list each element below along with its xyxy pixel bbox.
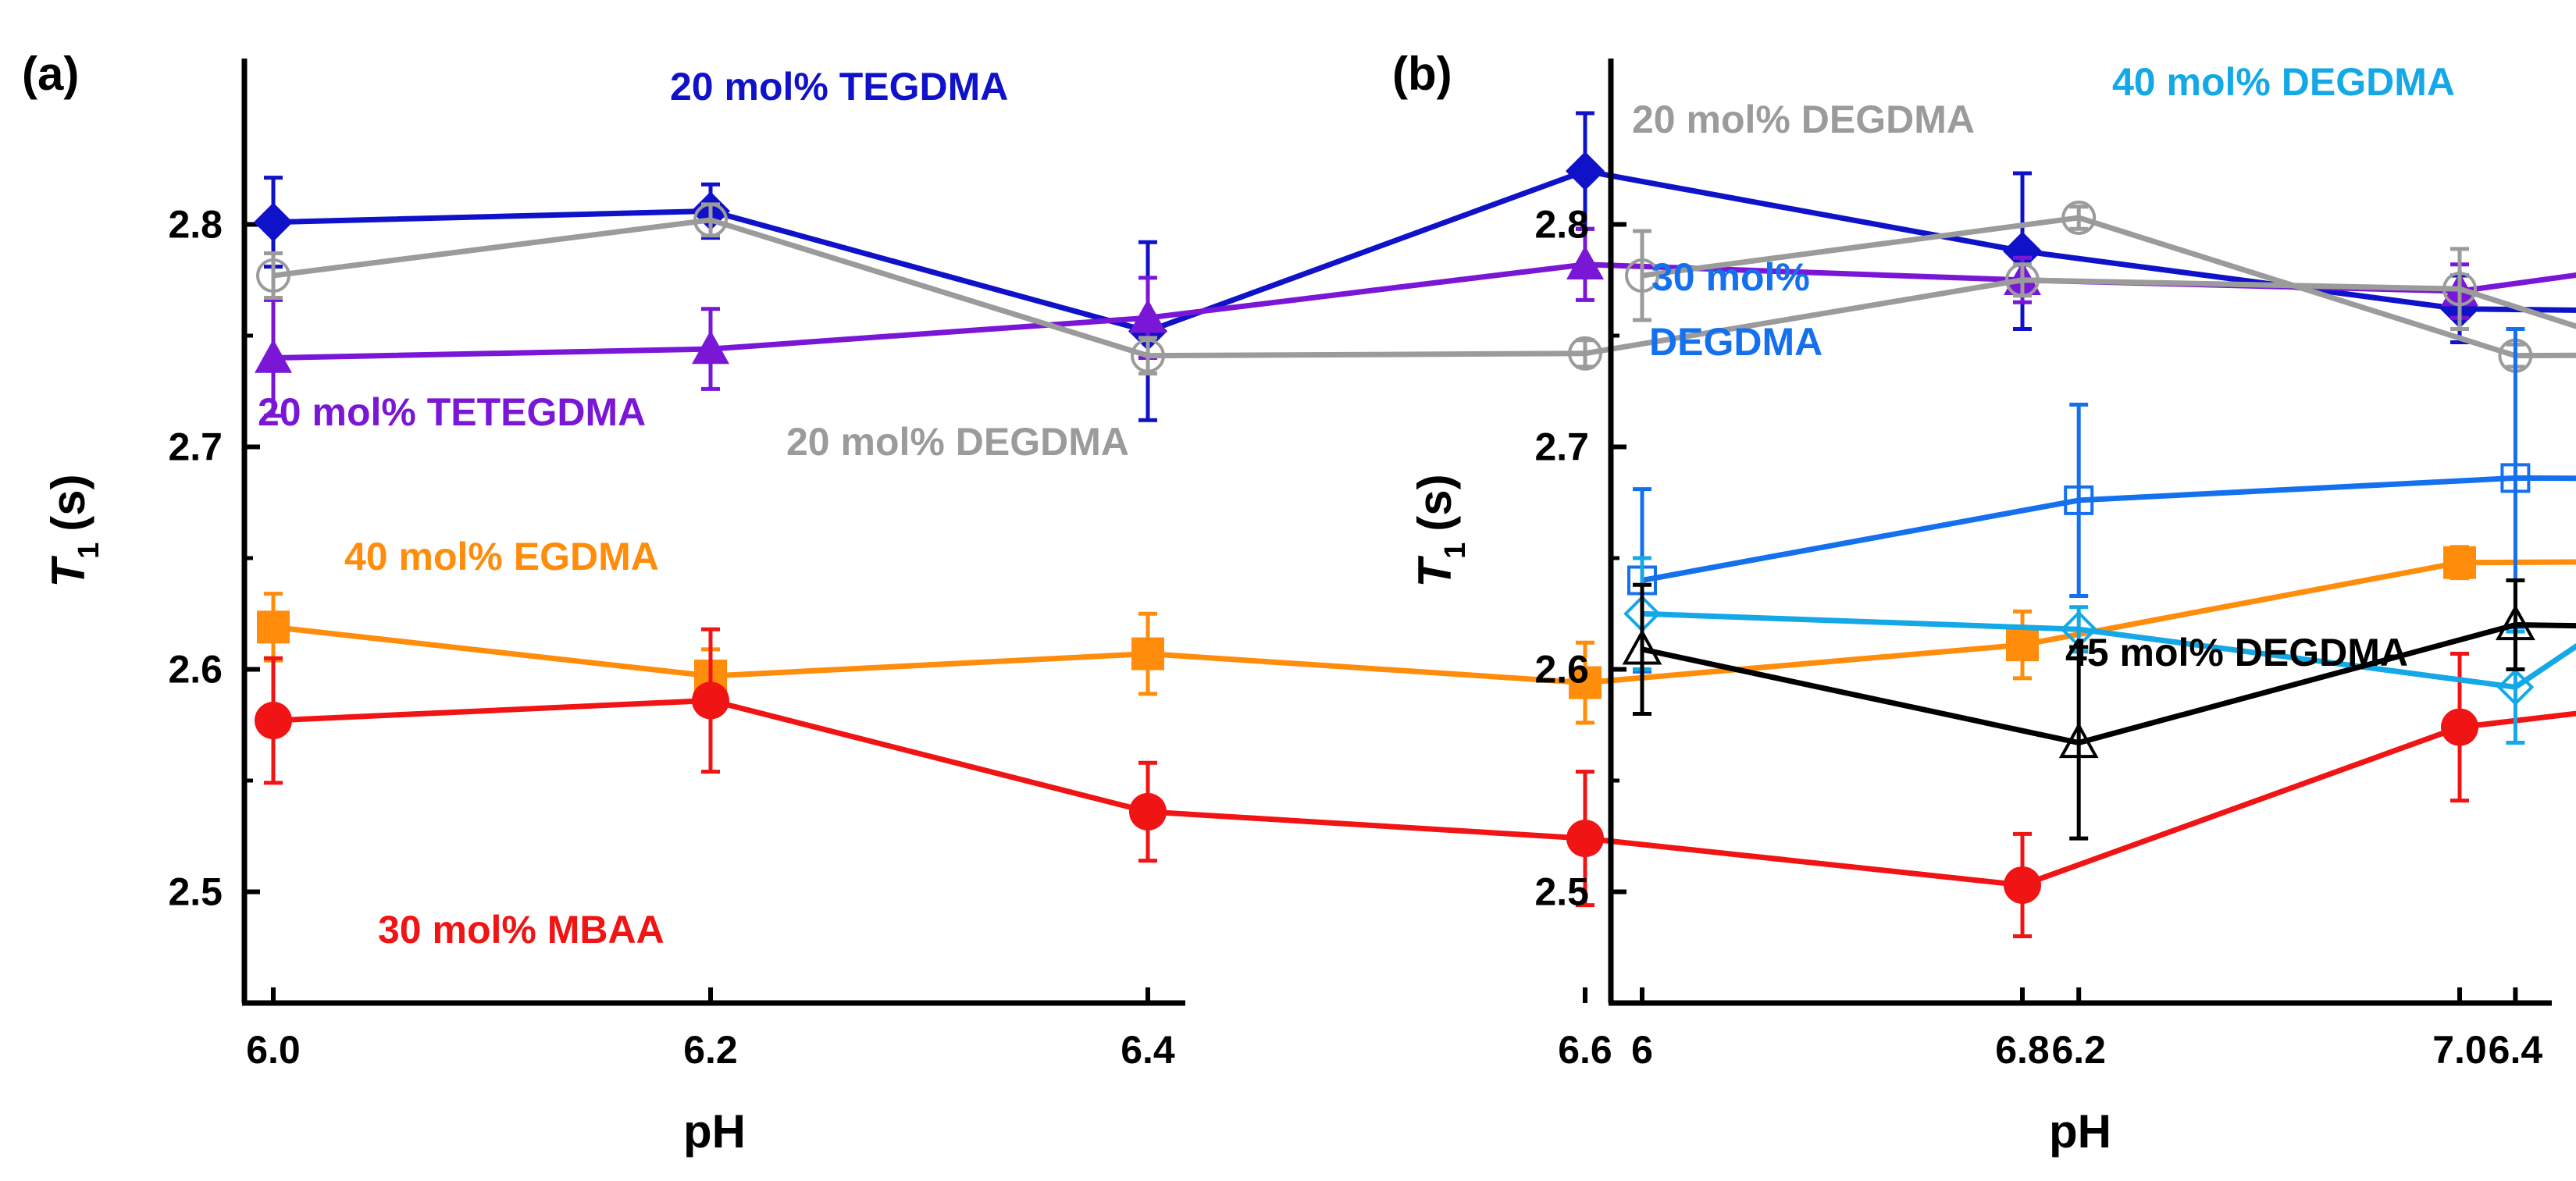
data-point [2442,272,2477,307]
label-a-egdma: 40 mol% EGDMA [344,535,659,578]
data-point [1625,258,1659,293]
label-a-degdma: 20 mol% DEGDMA [786,420,1129,464]
data-point [1131,637,1164,671]
panel-b-x-axis-title: pH [2049,1105,2111,1158]
data-point [1568,336,1602,371]
series-line [273,217,2576,359]
data-point [2058,722,2099,759]
panel-b: (b) 2.52.62.72.866.26.46.66.877.27.4 T1(… [1392,48,2576,1158]
x-tick-label: 7.0 [2432,1028,2487,1072]
x-tick-label: 6.2 [683,1028,738,1072]
data-point [692,681,729,720]
series-line [1641,622,2576,746]
series-30-mol-mbaa [255,627,2576,938]
series-line [273,261,2576,361]
y-tick-label: 2.8 [168,203,223,247]
panel-a-x-axis-title: pH [683,1105,746,1158]
panel-b-ylabel-unit: (s) [1409,474,1461,531]
panel-b-label: (b) [1392,48,1452,100]
data-point [255,339,292,373]
series-line [273,559,2576,686]
y-tick-label: 2.6 [168,648,223,692]
series-45-mol-degdma [1622,578,2576,841]
x-tick-label: 6.2 [2051,1028,2106,1072]
panel-b-ylabel-sub: 1 [1439,542,1472,559]
data-point [1566,245,1604,279]
y-tick-label: 2.7 [168,425,223,469]
data-point [2496,668,2535,706]
data-point [1129,792,1167,831]
data-point [2006,628,2039,662]
y-tick-label: 2.6 [1534,648,1589,692]
x-tick-label: 6.4 [1121,1028,1175,1072]
data-point [1566,151,1605,191]
data-point [2064,485,2094,515]
panel-b-y-axis-title: T1 (s) [1409,474,1472,587]
x-tick-label: 6.4 [2489,1028,2543,1072]
data-point [1131,338,1165,373]
series-20-mol-degdma [256,202,2576,375]
label-b-30-degdma-line1: 30 mol% [1651,255,1810,299]
x-tick-label: 6.6 [1558,1028,1612,1072]
series-30-mol-degdma [1627,326,2576,674]
panel-a-y-axis-title: T1 (s) [42,474,105,587]
data-point [254,202,293,242]
svg-text:T1(s): T1 (s) [42,474,105,587]
panel-a-ylabel-unit: (s) [42,474,94,531]
data-point [2500,463,2531,493]
data-point [2061,200,2097,235]
label-a-tegdma: 20 mol% TEGDMA [670,65,1008,108]
data-point [2443,546,2476,579]
series-line [1641,215,2576,359]
data-point [1129,299,1167,333]
svg-text:T1(s): T1 (s) [1409,474,1472,587]
x-tick-label: 6.0 [246,1028,301,1072]
series-line [1641,610,2576,690]
series-line [273,168,2576,334]
panel-a-ylabel-sub: 1 [73,542,105,559]
data-point [1622,628,1662,665]
y-tick-label: 2.5 [1534,870,1589,914]
y-tick-label: 2.7 [1534,425,1589,469]
label-b-30-degdma-line2: DEGDMA [1649,320,1822,364]
series-40-mol-egdma [257,545,2576,725]
y-tick-label: 2.5 [168,870,223,914]
data-point [692,330,729,365]
series-line [273,697,2576,888]
data-point [257,610,290,644]
data-point [2496,604,2535,641]
data-point [1566,820,1604,858]
label-b-40-degdma: 40 mol% DEGDMA [2112,60,2455,104]
data-point [2004,866,2041,904]
label-a-tetegdma: 20 mol% TETEGDMA [258,390,646,434]
panel-b-ylabel-main: T [1409,556,1461,588]
data-point [256,258,290,293]
y-tick-label: 2.8 [1534,203,1589,247]
label-b-20-degdma: 20 mol% DEGDMA [1632,98,1975,141]
x-tick-label: 6.8 [1995,1028,2050,1072]
label-a-mbaa: 30 mol% MBAA [378,908,664,952]
data-point [2003,231,2042,271]
series-line [1641,475,2576,583]
data-point [255,702,292,740]
data-point [2005,262,2040,297]
data-point [693,202,728,237]
panel-a: (a) 2.52.62.72.86.06.26.46.66.87.07.27.4… [22,48,2576,1158]
x-tick-label: 6 [1631,1028,1653,1072]
data-point [2441,708,2478,746]
label-b-45-degdma: 45 mol% DEGDMA [2065,631,2408,674]
data-point [1569,666,1602,699]
panel-a-label: (a) [22,48,79,100]
series-20-mol-tetegdma [255,226,2576,418]
panel-a-ylabel-main: T [42,556,94,588]
